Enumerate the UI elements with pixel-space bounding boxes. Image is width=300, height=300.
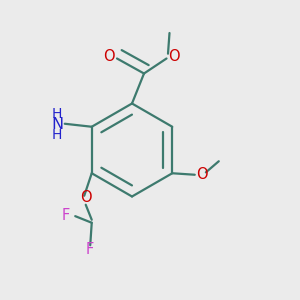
Text: F: F [62, 208, 70, 223]
Text: H: H [52, 107, 62, 121]
Text: N: N [51, 117, 63, 132]
Text: O: O [168, 50, 180, 64]
Text: O: O [80, 190, 92, 205]
Text: O: O [103, 50, 115, 64]
Text: F: F [86, 242, 94, 256]
Text: H: H [52, 128, 62, 142]
Text: O: O [196, 167, 208, 182]
